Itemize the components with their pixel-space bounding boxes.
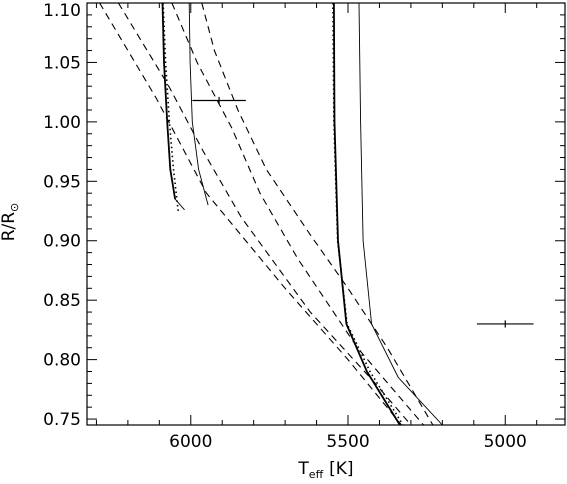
x-tick-label: 5000 xyxy=(484,432,527,452)
series-line-11-solid-thin xyxy=(174,198,185,211)
series-line-10-dashed xyxy=(201,3,434,425)
series-line-6-solid-thin xyxy=(358,3,443,425)
series-line-9-dashed xyxy=(171,3,424,425)
x-tick-labels: 6000 5500 5000 xyxy=(169,432,527,452)
y-tick-label: 0.75 xyxy=(43,410,81,430)
y-tick-label: 1.10 xyxy=(43,1,81,21)
error-bar-layer xyxy=(192,96,534,328)
series-line-8-dashed xyxy=(117,3,412,425)
x-tick-label: 6000 xyxy=(169,432,212,452)
series-line-5-dotted xyxy=(332,3,404,425)
y-tick-label: 0.90 xyxy=(43,232,81,252)
y-tick-label: 1.00 xyxy=(43,113,81,133)
series-layer xyxy=(99,3,443,425)
y-tick-label: 0.95 xyxy=(43,172,81,192)
x-axis-label-main: T xyxy=(297,459,309,479)
y-tick-label: 0.80 xyxy=(43,351,81,371)
x-axis-label-unit: [K] xyxy=(329,459,353,479)
y-axis-label-main: R/R xyxy=(0,212,19,242)
series-line-3-solid-thin xyxy=(188,3,209,206)
tick-layer xyxy=(87,2,565,425)
y-axis-label-sub: ⊙ xyxy=(8,203,21,212)
x-axis-label: Teff [K] xyxy=(297,459,353,481)
plot-frame xyxy=(86,2,566,426)
series-line-2-dotted xyxy=(162,3,179,212)
y-axis-label: R/R⊙ xyxy=(0,203,21,242)
y-tick-label: 0.85 xyxy=(43,291,81,311)
y-tick-labels: 0.75 0.80 0.85 0.90 0.95 1.00 1.05 1.10 xyxy=(43,1,81,430)
x-tick-label: 5500 xyxy=(326,432,369,452)
x-axis-label-sub: eff xyxy=(309,468,324,481)
series-line-1-solid-thick xyxy=(161,3,176,200)
series-line-7-dashed xyxy=(99,3,402,425)
y-tick-label: 1.05 xyxy=(43,53,81,73)
